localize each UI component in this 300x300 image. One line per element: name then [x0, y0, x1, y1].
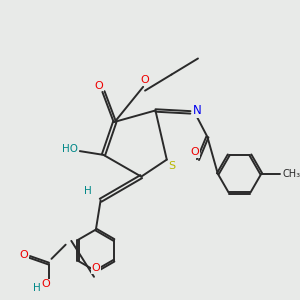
Text: H: H — [85, 186, 92, 196]
Text: O: O — [20, 250, 28, 260]
Text: HO: HO — [62, 144, 78, 154]
Text: O: O — [191, 147, 200, 157]
Text: O: O — [94, 81, 103, 91]
Text: O: O — [41, 279, 50, 290]
Text: N: N — [193, 104, 201, 117]
Text: O: O — [92, 263, 100, 273]
Text: CH₃: CH₃ — [283, 169, 300, 179]
Text: H: H — [33, 283, 41, 293]
Text: S: S — [168, 161, 175, 171]
Text: O: O — [141, 75, 149, 85]
